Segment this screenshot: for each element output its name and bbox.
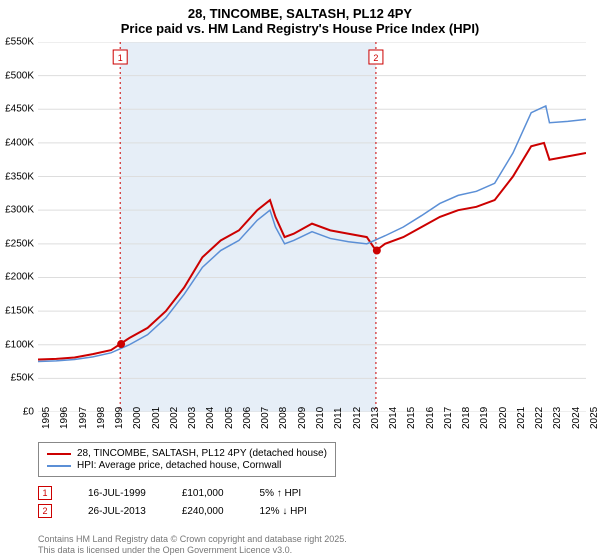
y-axis-label: £500K	[2, 70, 34, 81]
footer: Contains HM Land Registry data © Crown c…	[38, 534, 347, 556]
y-axis-label: £50K	[2, 373, 34, 384]
x-axis-label: 1997	[78, 407, 89, 429]
x-axis-label: 2011	[333, 407, 344, 429]
x-axis-label: 2013	[370, 407, 381, 429]
sale-price: £240,000	[182, 506, 224, 517]
sale-date: 26-JUL-2013	[88, 506, 146, 517]
y-axis-label: £0	[2, 407, 34, 418]
x-axis-label: 2001	[151, 407, 162, 429]
x-axis-label: 2018	[461, 407, 472, 429]
legend-label: HPI: Average price, detached house, Corn…	[77, 460, 281, 471]
x-axis-label: 2009	[297, 407, 308, 429]
data-row: 2 26-JUL-2013 £240,000 12% ↓ HPI	[38, 504, 307, 518]
x-axis-label: 2002	[169, 407, 180, 429]
x-axis-label: 2003	[187, 407, 198, 429]
chart-area: 12 £0£50K£100K£150K£200K£250K£300K£350K£…	[38, 42, 586, 412]
y-axis-label: £150K	[2, 306, 34, 317]
x-axis-label: 2014	[388, 407, 399, 429]
legend-swatch-red	[47, 453, 71, 455]
data-row: 1 16-JUL-1999 £101,000 5% ↑ HPI	[38, 486, 307, 500]
sale-chg: 12% ↓ HPI	[260, 506, 307, 517]
x-axis-label: 2015	[406, 407, 417, 429]
legend-swatch-blue	[47, 465, 71, 467]
x-axis-label: 1996	[59, 407, 70, 429]
svg-text:2: 2	[373, 53, 378, 63]
title-line-2: Price paid vs. HM Land Registry's House …	[0, 21, 600, 36]
x-axis-label: 2020	[498, 407, 509, 429]
y-axis-label: £200K	[2, 272, 34, 283]
x-axis-label: 2022	[534, 407, 545, 429]
x-axis-label: 2000	[132, 407, 143, 429]
x-axis-label: 1995	[41, 407, 52, 429]
x-axis-label: 2010	[315, 407, 326, 429]
sale-price: £101,000	[182, 488, 224, 499]
x-axis-label: 1998	[96, 407, 107, 429]
x-axis-label: 2005	[224, 407, 235, 429]
x-axis-label: 2023	[552, 407, 563, 429]
x-axis-label: 2006	[242, 407, 253, 429]
x-axis-label: 2012	[352, 407, 363, 429]
line-chart: 12	[38, 42, 586, 412]
y-axis-label: £350K	[2, 171, 34, 182]
legend-label: 28, TINCOMBE, SALTASH, PL12 4PY (detache…	[77, 448, 327, 459]
x-axis-label: 2007	[260, 407, 271, 429]
x-axis-label: 2021	[516, 407, 527, 429]
chart-container: 28, TINCOMBE, SALTASH, PL12 4PY Price pa…	[0, 0, 600, 560]
y-axis-label: £550K	[2, 37, 34, 48]
footer-line-2: This data is licensed under the Open Gov…	[38, 545, 347, 556]
x-axis-label: 2019	[479, 407, 490, 429]
marker-box-1: 1	[38, 486, 52, 500]
y-axis-label: £250K	[2, 238, 34, 249]
y-axis-label: £300K	[2, 205, 34, 216]
title-block: 28, TINCOMBE, SALTASH, PL12 4PY Price pa…	[0, 0, 600, 36]
y-axis-label: £100K	[2, 339, 34, 350]
x-axis-label: 2024	[571, 407, 582, 429]
x-axis-label: 1999	[114, 407, 125, 429]
marker-box-2: 2	[38, 504, 52, 518]
x-axis-label: 2025	[589, 407, 600, 429]
svg-text:1: 1	[118, 53, 123, 63]
sale-chg: 5% ↑ HPI	[260, 488, 302, 499]
x-axis-label: 2016	[425, 407, 436, 429]
legend-row: HPI: Average price, detached house, Corn…	[47, 460, 327, 471]
x-axis-label: 2008	[278, 407, 289, 429]
legend-row: 28, TINCOMBE, SALTASH, PL12 4PY (detache…	[47, 448, 327, 459]
data-table: 1 16-JUL-1999 £101,000 5% ↑ HPI 2 26-JUL…	[38, 486, 307, 522]
y-axis-label: £450K	[2, 104, 34, 115]
footer-line-1: Contains HM Land Registry data © Crown c…	[38, 534, 347, 545]
x-axis-label: 2004	[205, 407, 216, 429]
x-axis-label: 2017	[443, 407, 454, 429]
title-line-1: 28, TINCOMBE, SALTASH, PL12 4PY	[0, 6, 600, 21]
sale-date: 16-JUL-1999	[88, 488, 146, 499]
legend: 28, TINCOMBE, SALTASH, PL12 4PY (detache…	[38, 442, 336, 477]
y-axis-label: £400K	[2, 137, 34, 148]
